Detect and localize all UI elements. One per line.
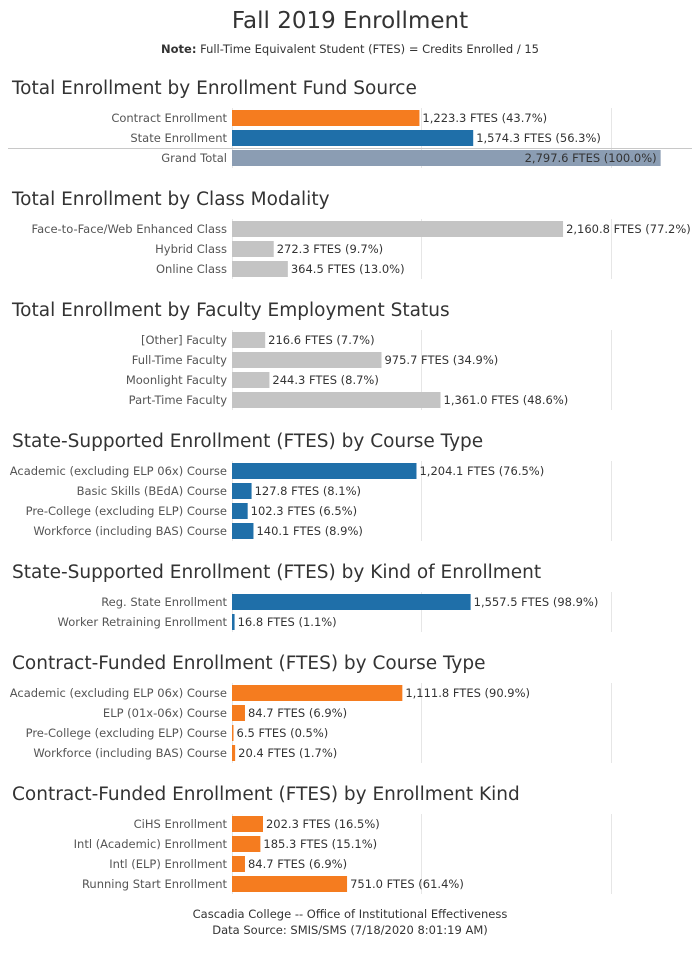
- data-label: 102.3 FTES (6.5%): [251, 504, 357, 518]
- bar: [232, 352, 382, 368]
- data-label: 20.4 FTES (1.7%): [238, 746, 337, 760]
- data-label: 127.8 FTES (8.1%): [255, 484, 361, 498]
- note-label: Note:: [161, 42, 197, 56]
- data-label: 1,361.0 FTES (48.6%): [444, 393, 569, 407]
- bar-chart: Academic (excluding ELP 06x) Course 1,204…: [10, 461, 612, 541]
- bar-chart: [Other] Faculty 216.6 FTES (7.7%) Full-Tim…: [126, 330, 612, 410]
- data-label: 2,797.6 FTES (100.0%): [525, 151, 657, 165]
- chart-title: Contract-Funded Enrollment (FTES) by Enr…: [12, 784, 520, 805]
- bar: [232, 392, 441, 408]
- category-label: Pre-College (excluding ELP) Course: [26, 726, 227, 740]
- data-label: 1,223.3 FTES (43.7%): [422, 111, 547, 125]
- bar-chart: Reg. State Enrollment 1,557.5 FTES (98.9%…: [58, 592, 612, 632]
- note: Note: Full-Time Equivalent Student (FTES…: [0, 42, 700, 56]
- bar: [232, 856, 245, 872]
- category-label: Contract Enrollment: [111, 111, 227, 125]
- category-label: ELP (01x-06x) Course: [103, 706, 227, 720]
- category-label: Moonlight Faculty: [126, 373, 227, 387]
- bar: [232, 685, 403, 701]
- chart-title: State-Supported Enrollment (FTES) by Kin…: [12, 562, 542, 583]
- category-label: Face-to-Face/Web Enhanced Class: [32, 222, 227, 236]
- bar: [232, 876, 348, 892]
- bar: [232, 745, 236, 761]
- data-label: 6.5 FTES (0.5%): [237, 726, 329, 740]
- bar: [232, 150, 661, 166]
- category-label: [Other] Faculty: [141, 333, 227, 347]
- bar-chart: Face-to-Face/Web Enhanced Class 2,160.8 F…: [32, 219, 691, 279]
- data-label: 1,111.8 FTES (90.9%): [405, 686, 530, 700]
- data-label: 1,204.1 FTES (76.5%): [419, 464, 544, 478]
- footer-line-1: Cascadia College -- Office of Institutio…: [192, 907, 508, 921]
- category-label: Academic (excluding ELP 06x) Course: [10, 686, 227, 700]
- category-label: State Enrollment: [130, 131, 227, 145]
- category-label: Pre-College (excluding ELP) Course: [26, 504, 227, 518]
- bar-chart: CiHS Enrollment 202.3 FTES (16.5%) Intl (A…: [74, 814, 612, 894]
- data-label: 364.5 FTES (13.0%): [291, 262, 405, 276]
- data-label: 84.7 FTES (6.9%): [248, 706, 347, 720]
- chart-title: Total Enrollment by Faculty Employment S…: [12, 300, 450, 321]
- bar: [232, 110, 420, 126]
- data-label: 216.6 FTES (7.7%): [268, 333, 374, 347]
- category-label: Part-Time Faculty: [129, 393, 228, 407]
- category-label: Grand Total: [161, 151, 227, 165]
- bar: [232, 503, 248, 519]
- bar: [232, 816, 263, 832]
- chart-title: Total Enrollment by Class Modality: [12, 189, 330, 210]
- chart-title: State-Supported Enrollment (FTES) by Cou…: [12, 431, 484, 452]
- category-label: Worker Retraining Enrollment: [58, 615, 228, 629]
- data-label: 16.8 FTES (1.1%): [238, 615, 337, 629]
- data-label: 140.1 FTES (8.9%): [256, 524, 362, 538]
- bar: [232, 614, 235, 630]
- data-label: 2,160.8 FTES (77.2%): [566, 222, 691, 236]
- category-label: Full-Time Faculty: [132, 353, 227, 367]
- category-label: Running Start Enrollment: [82, 877, 228, 891]
- category-label: CiHS Enrollment: [134, 817, 228, 831]
- chart-title: Contract-Funded Enrollment (FTES) by Cou…: [12, 653, 486, 674]
- data-label: 1,574.3 FTES (56.3%): [476, 131, 601, 145]
- category-label: Intl (ELP) Enrollment: [109, 857, 227, 871]
- bar: [232, 221, 564, 237]
- bar: [232, 463, 417, 479]
- data-label: 272.3 FTES (9.7%): [277, 242, 383, 256]
- bar: [232, 130, 474, 146]
- data-label: 244.3 FTES (8.7%): [272, 373, 378, 387]
- data-label: 185.3 FTES (15.1%): [263, 837, 377, 851]
- footer-line-2: Data Source: SMIS/SMS (7/18/2020 8:01:19…: [212, 923, 488, 937]
- category-label: Workforce (including BAS) Course: [33, 746, 227, 760]
- bar: [232, 372, 270, 388]
- page-title: Fall 2019 Enrollment: [231, 8, 469, 34]
- category-label: Workforce (including BAS) Course: [33, 524, 227, 538]
- bar: [232, 332, 266, 348]
- data-label: 202.3 FTES (16.5%): [266, 817, 380, 831]
- bar: [232, 261, 288, 277]
- data-label: 751.0 FTES (61.4%): [350, 877, 464, 891]
- bar: [232, 705, 245, 721]
- category-label: Online Class: [156, 262, 227, 276]
- note-text: Full-Time Equivalent Student (FTES) = Cr…: [200, 42, 539, 56]
- category-label: Academic (excluding ELP 06x) Course: [10, 464, 227, 478]
- bar-chart: Academic (excluding ELP 06x) Course 1,111…: [10, 683, 612, 763]
- category-label: Hybrid Class: [155, 242, 227, 256]
- category-label: Reg. State Enrollment: [101, 595, 227, 609]
- bar: [232, 483, 252, 499]
- data-label: 84.7 FTES (6.9%): [248, 857, 347, 871]
- category-label: Intl (Academic) Enrollment: [74, 837, 228, 851]
- bar-chart: Contract Enrollment 1,223.3 FTES (43.7%) S…: [8, 108, 692, 168]
- category-label: Basic Skills (BEdA) Course: [77, 484, 227, 498]
- bar: [232, 836, 261, 852]
- data-label: 1,557.5 FTES (98.9%): [474, 595, 599, 609]
- chart-title: Total Enrollment by Enrollment Fund Sour…: [12, 78, 417, 99]
- bar: [232, 594, 471, 610]
- bar: [232, 241, 274, 257]
- bar: [232, 725, 234, 741]
- data-label: 975.7 FTES (34.9%): [384, 353, 498, 367]
- bar: [232, 523, 254, 539]
